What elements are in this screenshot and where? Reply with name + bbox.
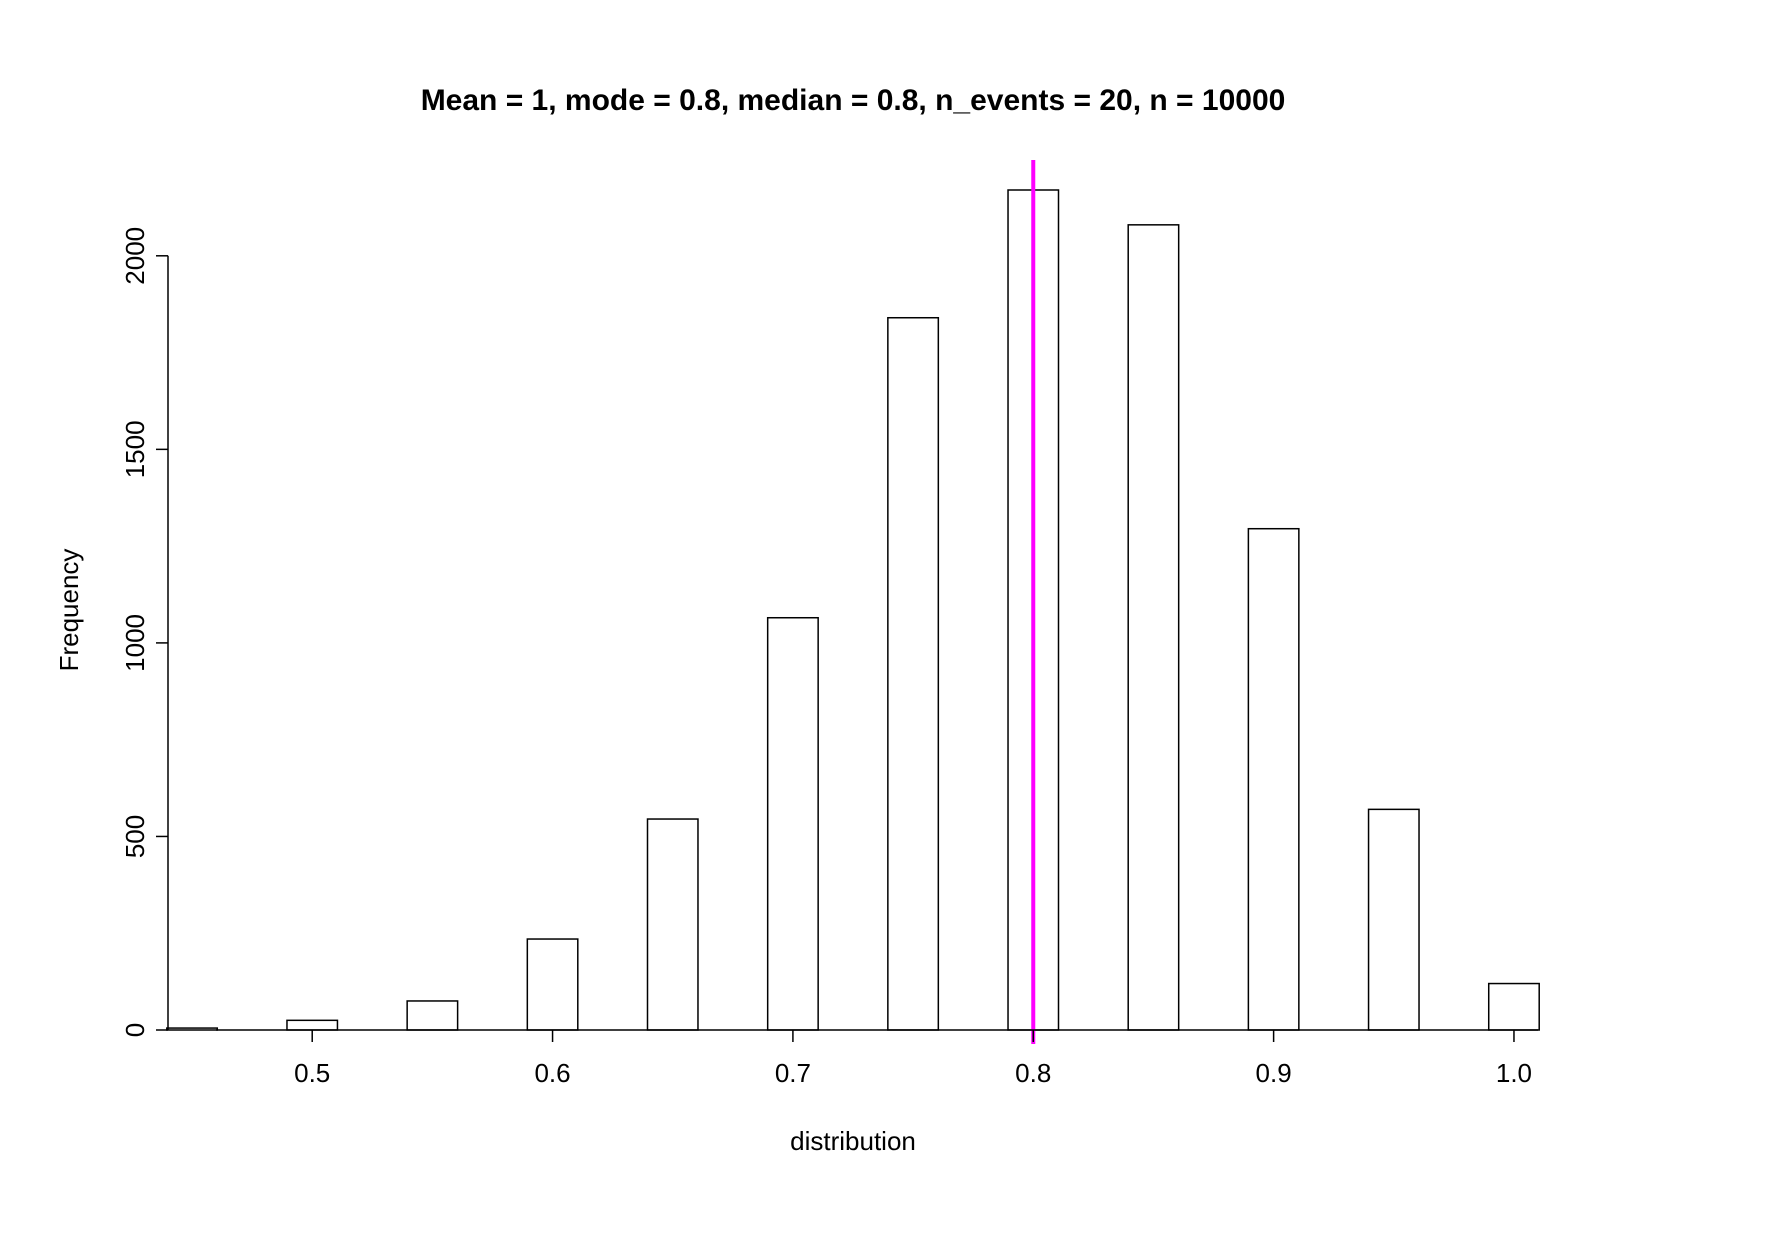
histogram-bar <box>1128 225 1178 1030</box>
x-tick-label: 0.7 <box>775 1058 811 1088</box>
x-tick-label: 0.8 <box>1015 1058 1051 1088</box>
histogram-bar <box>527 939 577 1030</box>
histogram-bar <box>167 1028 217 1030</box>
x-axis-title: distribution <box>790 1126 916 1156</box>
histogram-bar <box>768 618 818 1030</box>
y-tick-label: 2000 <box>120 227 150 285</box>
histogram-bar <box>1489 984 1539 1030</box>
x-tick-label: 0.9 <box>1256 1058 1292 1088</box>
chart-title: Mean = 1, mode = 0.8, median = 0.8, n_ev… <box>421 84 1286 117</box>
y-axis-title: Frequency <box>54 549 84 672</box>
histogram-bar <box>1248 529 1298 1030</box>
histogram-bar <box>407 1001 457 1030</box>
y-tick-label: 500 <box>120 815 150 858</box>
x-tick-label: 0.6 <box>534 1058 570 1088</box>
y-tick-label: 1500 <box>120 420 150 478</box>
y-tick-label: 0 <box>120 1023 150 1037</box>
histogram-bar <box>287 1020 337 1030</box>
histogram-bar <box>888 318 938 1030</box>
x-tick-label: 0.5 <box>294 1058 330 1088</box>
histogram-bar <box>648 819 698 1030</box>
x-tick-label: 1.0 <box>1496 1058 1532 1088</box>
histogram-chart: Mean = 1, mode = 0.8, median = 0.8, n_ev… <box>0 0 1782 1238</box>
histogram-bar <box>1369 809 1419 1030</box>
y-tick-label: 1000 <box>120 614 150 672</box>
